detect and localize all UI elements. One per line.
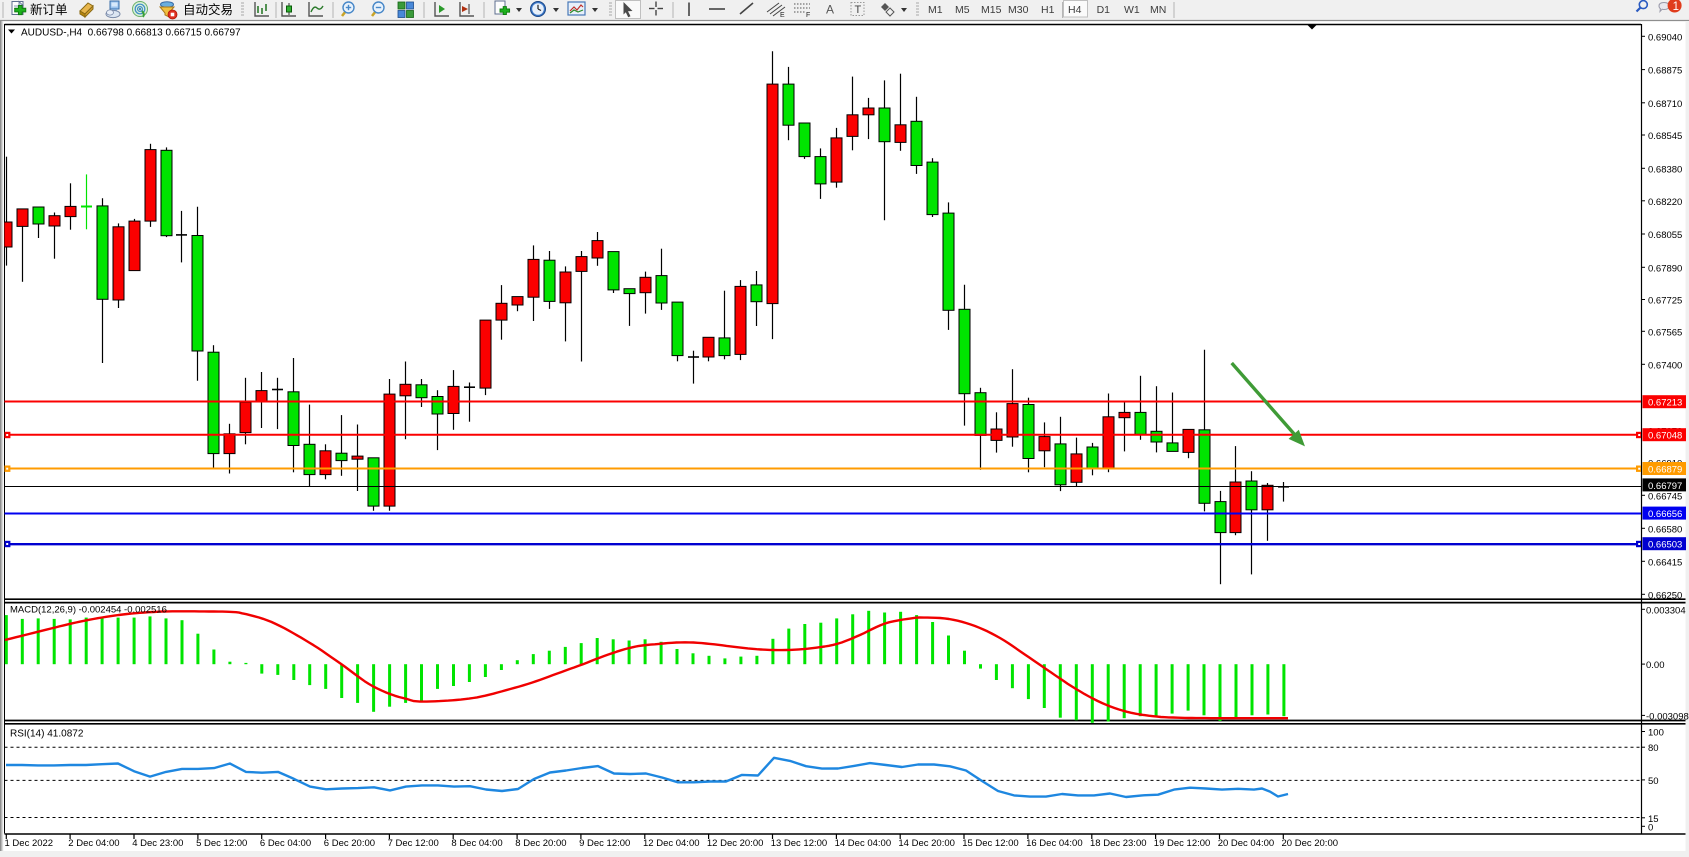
- svg-text:RSI(14) 41.0872: RSI(14) 41.0872: [10, 729, 84, 740]
- svg-text:M5: M5: [955, 4, 970, 16]
- svg-text:0.68710: 0.68710: [1648, 99, 1682, 110]
- svg-text:0.003304: 0.003304: [1646, 605, 1686, 616]
- svg-text:15: 15: [1648, 814, 1659, 825]
- svg-text:W1: W1: [1124, 4, 1140, 16]
- svg-text:0.68545: 0.68545: [1648, 131, 1682, 142]
- svg-text:A: A: [826, 3, 834, 17]
- svg-text:0.66580: 0.66580: [1648, 524, 1682, 535]
- svg-text:E: E: [780, 12, 785, 19]
- svg-text:0.67890: 0.67890: [1648, 263, 1682, 274]
- svg-text:MN: MN: [1150, 4, 1166, 16]
- svg-text:0.00: 0.00: [1646, 660, 1665, 671]
- svg-text:新订单: 新订单: [30, 2, 68, 17]
- svg-text:AUDUSD-,H4 0.66798 0.66813 0.: AUDUSD-,H4 0.66798 0.66813 0.66715 0.667…: [21, 28, 241, 39]
- svg-text:8 Dec 04:00: 8 Dec 04:00: [451, 838, 502, 849]
- svg-text:18 Dec 23:00: 18 Dec 23:00: [1090, 838, 1147, 849]
- svg-text:8 Dec 20:00: 8 Dec 20:00: [515, 838, 566, 849]
- svg-text:0.67725: 0.67725: [1648, 296, 1682, 307]
- svg-text:自动交易: 自动交易: [183, 2, 233, 17]
- svg-text:0.67213: 0.67213: [1648, 398, 1682, 409]
- svg-text:0.66879: 0.66879: [1648, 465, 1682, 476]
- svg-text:0.69040: 0.69040: [1648, 32, 1682, 43]
- svg-text:14 Dec 04:00: 14 Dec 04:00: [835, 838, 892, 849]
- svg-text:0.68220: 0.68220: [1648, 197, 1682, 208]
- svg-text:1: 1: [1673, 1, 1679, 13]
- svg-text:12 Dec 04:00: 12 Dec 04:00: [643, 838, 700, 849]
- svg-text:14 Dec 20:00: 14 Dec 20:00: [898, 838, 955, 849]
- svg-text:H1: H1: [1041, 4, 1055, 16]
- svg-text:0.67048: 0.67048: [1648, 431, 1682, 442]
- svg-text:100: 100: [1648, 728, 1664, 739]
- svg-text:0.68380: 0.68380: [1648, 164, 1682, 175]
- svg-text:0.66415: 0.66415: [1648, 557, 1682, 568]
- svg-text:6 Dec 04:00: 6 Dec 04:00: [260, 838, 311, 849]
- svg-text:F: F: [806, 12, 810, 19]
- svg-text:50: 50: [1648, 776, 1659, 787]
- svg-text:D1: D1: [1097, 4, 1111, 16]
- svg-text:20 Dec 20:00: 20 Dec 20:00: [1282, 838, 1339, 849]
- svg-text:0.66797: 0.66797: [1648, 481, 1682, 492]
- svg-text:0.66250: 0.66250: [1648, 590, 1682, 601]
- svg-text:0.66745: 0.66745: [1648, 491, 1682, 502]
- svg-text:16 Dec 04:00: 16 Dec 04:00: [1026, 838, 1083, 849]
- svg-text:2 Dec 04:00: 2 Dec 04:00: [68, 838, 119, 849]
- svg-text:80: 80: [1648, 743, 1659, 754]
- svg-text:15 Dec 12:00: 15 Dec 12:00: [962, 838, 1019, 849]
- svg-text:0: 0: [1648, 822, 1653, 833]
- svg-text:0.68875: 0.68875: [1648, 66, 1682, 77]
- svg-text:M1: M1: [928, 4, 943, 16]
- svg-text:-0.003098: -0.003098: [1646, 711, 1689, 722]
- svg-text:1 Dec 2022: 1 Dec 2022: [5, 838, 54, 849]
- svg-text:12 Dec 20:00: 12 Dec 20:00: [707, 838, 764, 849]
- svg-text:19 Dec 12:00: 19 Dec 12:00: [1154, 838, 1211, 849]
- svg-text:9 Dec 12:00: 9 Dec 12:00: [579, 838, 630, 849]
- svg-text:5 Dec 12:00: 5 Dec 12:00: [196, 838, 247, 849]
- svg-text:M30: M30: [1008, 4, 1029, 16]
- svg-text:0.68055: 0.68055: [1648, 230, 1682, 241]
- svg-text:20 Dec 04:00: 20 Dec 04:00: [1218, 838, 1275, 849]
- svg-text:7 Dec 12:00: 7 Dec 12:00: [388, 838, 439, 849]
- svg-text:0.67565: 0.67565: [1648, 327, 1682, 338]
- svg-text:4 Dec 23:00: 4 Dec 23:00: [132, 838, 183, 849]
- svg-text:H4: H4: [1068, 4, 1082, 16]
- svg-text:M15: M15: [981, 4, 1002, 16]
- svg-text:MACD(12,26,9) -0.002454 -0.002: MACD(12,26,9) -0.002454 -0.002516: [10, 605, 167, 616]
- svg-text:0.66503: 0.66503: [1648, 540, 1682, 551]
- svg-text:6 Dec 20:00: 6 Dec 20:00: [324, 838, 375, 849]
- svg-text:0.66656: 0.66656: [1648, 509, 1682, 520]
- svg-text:0.67400: 0.67400: [1648, 360, 1682, 371]
- svg-text:T: T: [855, 4, 862, 16]
- svg-text:13 Dec 12:00: 13 Dec 12:00: [771, 838, 828, 849]
